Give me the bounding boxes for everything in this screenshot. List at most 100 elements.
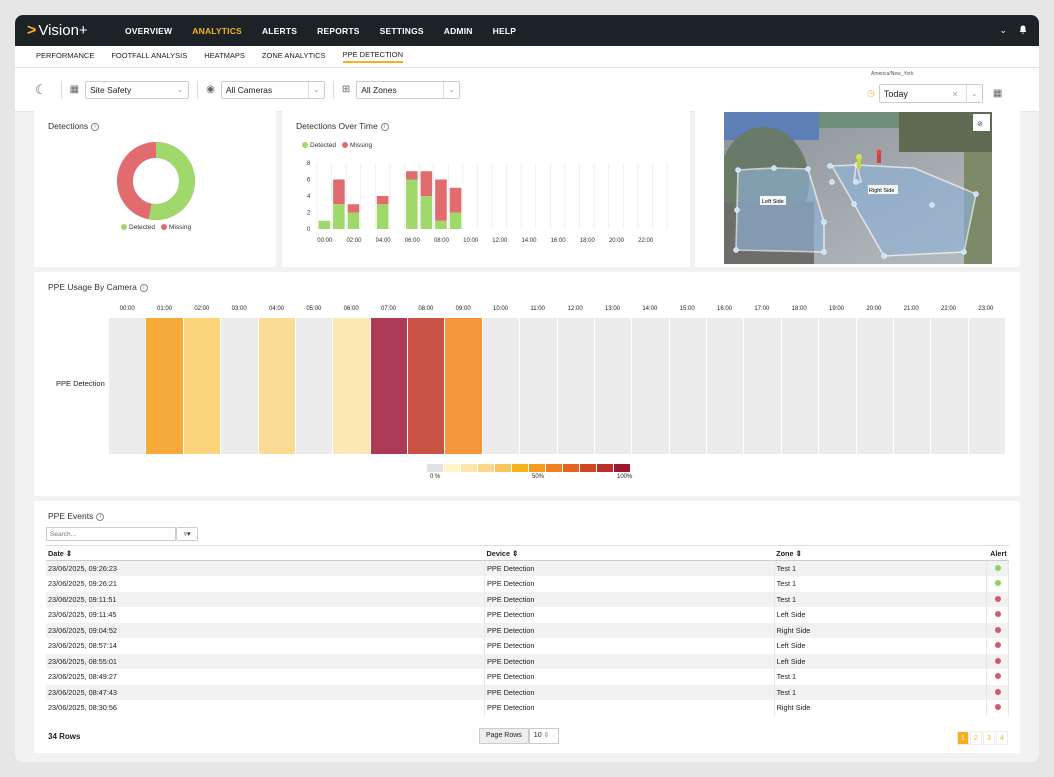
events-search-input[interactable]: [46, 527, 176, 541]
bar-detected[interactable]: [406, 179, 418, 230]
camera-select[interactable]: All Cameras ⌄: [220, 80, 325, 99]
nav-analytics[interactable]: ANALYTICS: [192, 25, 242, 36]
heatmap-cell[interactable]: [893, 318, 931, 454]
heatmap-cell[interactable]: [295, 318, 333, 454]
table-row[interactable]: 23/06/2025, 08:57:14 PPE Detection Left Si…: [46, 638, 1010, 654]
heatmap-cell[interactable]: [669, 318, 706, 454]
bar-detected[interactable]: [435, 220, 447, 229]
moon-icon[interactable]: ☾: [35, 81, 47, 97]
bar-missing[interactable]: [435, 179, 447, 221]
heatmap-cell[interactable]: [632, 318, 669, 454]
cell-zone: Test 1: [774, 669, 987, 685]
page-button-2[interactable]: 2: [970, 731, 982, 745]
date-range-value: Today: [883, 88, 908, 99]
column-date[interactable]: Date ⇕: [46, 545, 485, 561]
legend-missing[interactable]: Missing: [342, 142, 372, 149]
table-row[interactable]: 23/06/2025, 09:26:21 PPE Detection Test 1: [46, 576, 1010, 592]
info-icon[interactable]: i: [91, 122, 100, 131]
bar-missing[interactable]: [347, 204, 360, 213]
heatmap-cell[interactable]: [968, 318, 1005, 454]
bar-detected[interactable]: [449, 212, 462, 230]
nav-overview[interactable]: OVERVIEW: [125, 25, 173, 36]
cell-alert: [986, 576, 1010, 592]
table-row[interactable]: 23/06/2025, 09:04:52 PPE Detection Right S…: [46, 622, 1010, 638]
bar-missing[interactable]: [420, 171, 433, 196]
table-row[interactable]: 23/06/2025, 08:55:01 PPE Detection Left Si…: [46, 653, 1010, 669]
heatmap-cell[interactable]: [482, 318, 520, 454]
subnav-heatmaps[interactable]: HEATMAPS: [204, 51, 245, 60]
toggle-overlay-button[interactable]: [973, 114, 990, 131]
heatmap-cell[interactable]: [744, 318, 781, 454]
hour-label: 18:00: [791, 306, 807, 312]
legend-missing[interactable]: Missing: [161, 224, 191, 231]
bar-missing[interactable]: [406, 171, 418, 180]
legend-detected[interactable]: Detected: [302, 142, 336, 149]
heatmap-cell[interactable]: [109, 318, 146, 454]
chevron-down-icon[interactable]: ⌄: [999, 25, 1007, 35]
table-row[interactable]: 23/06/2025, 08:49:27 PPE Detection Test 1: [46, 669, 1010, 685]
heatmap-cell[interactable]: [370, 318, 407, 454]
heatmap-cell[interactable]: [594, 318, 632, 454]
heatmap-cell[interactable]: [557, 318, 594, 454]
nav-settings[interactable]: SETTINGS: [379, 25, 424, 36]
heatmap-cell[interactable]: [445, 318, 482, 454]
table-row[interactable]: 23/06/2025, 08:47:43 PPE Detection Test 1: [46, 684, 1010, 700]
bar-detected[interactable]: [420, 196, 433, 229]
bell-icon[interactable]: [1019, 25, 1027, 36]
page-rows-stepper[interactable]: 10 ⇕: [528, 728, 559, 744]
table-row[interactable]: 23/06/2025, 09:26:23 PPE Detection Test 1: [46, 560, 1010, 576]
zone-select[interactable]: All Zones ⌄: [356, 80, 461, 99]
heatmap-cell[interactable]: [931, 318, 968, 454]
bar-missing[interactable]: [333, 179, 345, 205]
heatmap-cell[interactable]: [781, 318, 819, 454]
heatmap-cell[interactable]: [819, 318, 856, 454]
subnav-ppe-detection[interactable]: PPE DETECTION: [342, 50, 403, 63]
scale-swatch: [495, 464, 511, 472]
nav-help[interactable]: HELP: [492, 25, 517, 36]
cell-device: PPE Detection: [484, 622, 775, 638]
zone-select-value: All Zones: [361, 84, 397, 95]
scale-swatch: [546, 464, 562, 472]
bar-missing[interactable]: [376, 196, 389, 205]
site-select[interactable]: Site Safety ⌄: [85, 80, 190, 99]
subnav-performance[interactable]: PERFORMANCE: [36, 51, 95, 60]
bar-detected[interactable]: [333, 204, 345, 229]
bar-missing[interactable]: [449, 187, 462, 213]
heatmap-cell[interactable]: [520, 318, 557, 454]
heatmap-cell[interactable]: [221, 318, 258, 454]
heatmap-cell[interactable]: [146, 318, 183, 454]
nav-alerts[interactable]: ALERTS: [261, 25, 298, 36]
clear-icon[interactable]: ×: [952, 88, 958, 99]
bar-detected[interactable]: [376, 204, 389, 229]
camera-feed[interactable]: Left Side Right Side ⊘: [724, 112, 992, 264]
filter-button[interactable]: ▿▾: [176, 527, 198, 541]
heatmap-cell[interactable]: [333, 318, 370, 454]
table-row[interactable]: 23/06/2025, 09:11:45 PPE Detection Left Si…: [46, 607, 1010, 623]
legend-detected[interactable]: Detected: [121, 224, 155, 231]
bar-detected[interactable]: [318, 220, 331, 229]
subnav-footfall-analysis[interactable]: FOOTFALL ANALYSIS: [111, 51, 188, 60]
table-row[interactable]: 23/06/2025, 09:11:51 PPE Detection Test 1: [46, 591, 1010, 607]
heatmap-cell[interactable]: [183, 318, 221, 454]
subnav-zone-analytics[interactable]: ZONE ANALYTICS: [261, 51, 326, 60]
logo[interactable]: > Vision+: [27, 22, 125, 40]
heatmap-cell[interactable]: [408, 318, 445, 454]
nav-admin[interactable]: ADMIN: [443, 25, 473, 36]
table-row[interactable]: 23/06/2025, 08:30:56 PPE Detection Right S…: [46, 700, 1010, 716]
date-range-select[interactable]: Today × ⌄: [878, 84, 983, 103]
info-icon[interactable]: i: [380, 122, 389, 131]
alert-status-dot: [995, 688, 1002, 695]
calendar-icon[interactable]: ▦: [992, 88, 1003, 99]
info-icon[interactable]: i: [96, 512, 105, 521]
heatmap-cell[interactable]: [856, 318, 893, 454]
bar-detected[interactable]: [347, 212, 360, 230]
nav-reports[interactable]: REPORTS: [317, 25, 360, 36]
page-button-1[interactable]: 1: [957, 731, 969, 745]
column-zone[interactable]: Zone ⇕: [774, 545, 987, 561]
column-device[interactable]: Device ⇕: [484, 545, 775, 561]
page-button-3[interactable]: 3: [983, 731, 995, 745]
info-icon[interactable]: i: [139, 283, 148, 292]
heatmap-cell[interactable]: [707, 318, 744, 454]
heatmap-cell[interactable]: [258, 318, 295, 454]
page-button-4[interactable]: 4: [996, 731, 1008, 745]
